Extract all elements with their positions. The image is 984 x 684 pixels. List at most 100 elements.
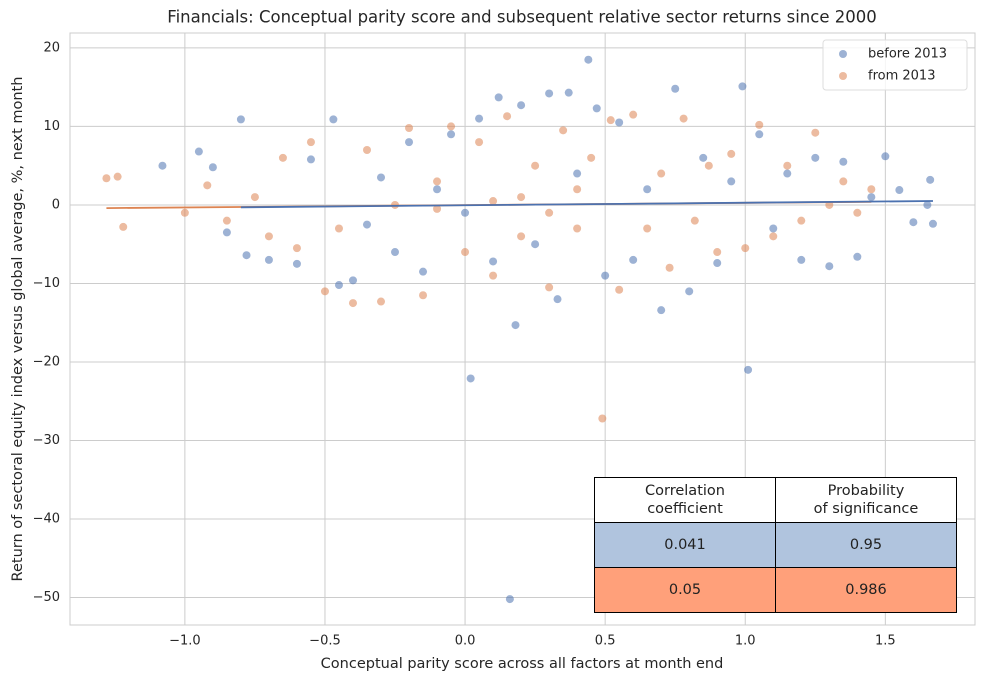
x-tick-label: −1.0	[169, 634, 201, 649]
point	[783, 161, 792, 170]
point	[102, 174, 111, 183]
point	[598, 414, 607, 423]
point	[264, 255, 273, 264]
point	[292, 259, 301, 268]
point	[494, 93, 503, 102]
point	[783, 169, 792, 178]
point	[755, 130, 764, 139]
x-tick-label: 0.5	[595, 634, 616, 649]
y-tick-label: −10	[33, 276, 60, 291]
legend-marker	[839, 50, 847, 58]
point	[895, 186, 904, 195]
point	[203, 181, 212, 190]
legend-label: before 2013	[868, 47, 947, 62]
point	[545, 208, 554, 217]
point	[615, 118, 624, 127]
point	[222, 228, 231, 237]
point	[755, 120, 764, 129]
point	[741, 244, 750, 253]
point	[584, 55, 593, 64]
point	[564, 88, 573, 97]
point	[517, 232, 526, 241]
table-row: 0.05 0.986	[594, 567, 957, 613]
point	[461, 208, 470, 217]
x-tick-label: 1.5	[875, 634, 896, 649]
point	[643, 185, 652, 194]
point	[811, 153, 820, 162]
point	[433, 177, 442, 186]
point	[362, 220, 371, 229]
point	[475, 114, 484, 123]
point	[419, 267, 428, 276]
point	[447, 130, 456, 139]
y-tick-label: 20	[43, 40, 60, 55]
point	[629, 110, 638, 119]
point	[573, 185, 582, 194]
x-tick-label: 0.0	[455, 634, 476, 649]
point	[839, 177, 848, 186]
y-tick-label: −30	[33, 433, 60, 448]
point	[867, 193, 876, 202]
regression-line	[240, 200, 933, 209]
point	[713, 259, 722, 268]
point	[391, 248, 400, 257]
point	[264, 232, 273, 241]
x-tick-label: −0.5	[309, 634, 341, 649]
point	[704, 161, 713, 170]
point	[461, 248, 470, 257]
point	[909, 218, 918, 227]
point	[811, 128, 820, 137]
point	[881, 152, 890, 161]
point	[194, 147, 203, 156]
point	[242, 251, 251, 260]
point	[573, 224, 582, 233]
point	[306, 138, 315, 147]
point	[348, 299, 357, 308]
point	[208, 163, 217, 172]
point	[553, 295, 562, 304]
point	[511, 321, 520, 330]
point	[559, 126, 568, 135]
point	[236, 115, 245, 124]
point	[853, 208, 862, 217]
point	[573, 169, 582, 178]
point	[797, 216, 806, 225]
point	[545, 89, 554, 98]
point	[738, 82, 747, 91]
table-cell: 0.05	[594, 567, 776, 613]
point	[643, 224, 652, 233]
table-row: 0.041 0.95	[594, 522, 957, 568]
y-tick-label: −20	[33, 354, 60, 369]
point	[377, 173, 386, 182]
point	[839, 157, 848, 166]
table-cell: 0.041	[594, 522, 776, 568]
point	[797, 255, 806, 264]
point	[306, 155, 315, 164]
y-axis-label: Return of sectoral equity index versus g…	[10, 77, 26, 582]
table-cell: 0.95	[775, 522, 957, 568]
point	[348, 276, 357, 285]
point	[657, 169, 666, 178]
point	[292, 244, 301, 253]
point	[531, 161, 540, 170]
point	[278, 153, 287, 162]
point	[489, 271, 498, 280]
point	[587, 153, 596, 162]
point	[329, 115, 338, 124]
point	[923, 200, 932, 209]
point	[928, 219, 937, 228]
point	[505, 595, 514, 604]
point	[665, 263, 674, 272]
point	[517, 101, 526, 110]
point	[503, 112, 512, 121]
point	[853, 252, 862, 261]
point	[489, 197, 498, 206]
table-cell: 0.986	[775, 567, 957, 613]
point	[615, 285, 624, 294]
point	[113, 172, 122, 181]
point	[531, 240, 540, 249]
point	[517, 193, 526, 202]
point	[334, 224, 343, 233]
point	[926, 175, 935, 184]
